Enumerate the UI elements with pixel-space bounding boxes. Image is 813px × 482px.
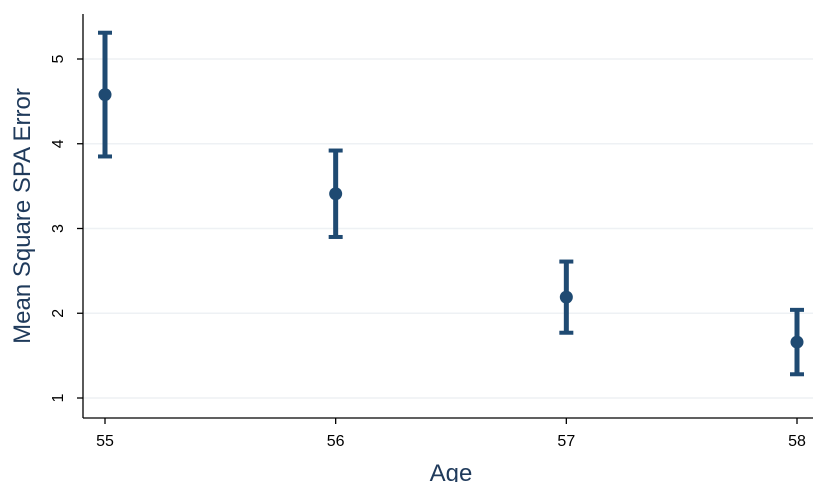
x-tick-label: 56 xyxy=(327,433,345,450)
data-point xyxy=(98,88,112,102)
x-axis-title: Age xyxy=(430,460,473,482)
y-axis-title: Mean Square SPA Error xyxy=(9,88,36,344)
y-tick-label: 4 xyxy=(50,139,67,148)
y-tick-label: 3 xyxy=(50,224,67,233)
y-tick-label: 5 xyxy=(50,54,67,63)
y-tick-label: 2 xyxy=(50,309,67,318)
y-tick-label: 1 xyxy=(50,393,67,402)
grid-layer xyxy=(83,58,813,399)
x-tick-label: 58 xyxy=(788,433,806,450)
x-tick-label: 57 xyxy=(557,433,575,450)
data-point xyxy=(790,335,804,349)
axes-layer xyxy=(77,14,813,424)
x-tick-label: 55 xyxy=(96,433,114,450)
data-layer xyxy=(98,30,804,377)
data-point xyxy=(559,290,573,304)
data-point xyxy=(329,187,343,201)
